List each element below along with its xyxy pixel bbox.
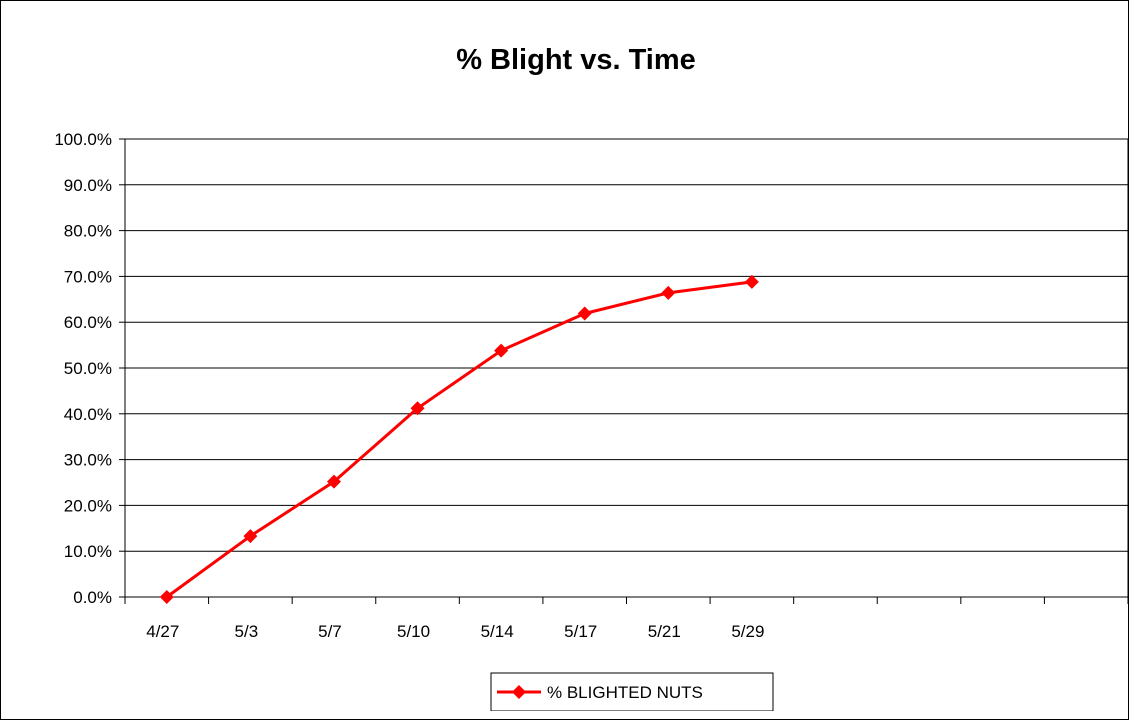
y-tick-label: 30.0% [64,451,112,470]
chart-title: % Blight vs. Time [456,44,696,76]
x-tick-label: 5/29 [731,622,764,641]
legend-diamond-marker [512,685,526,699]
series-layer [159,274,759,604]
data-point-diamond [326,474,341,489]
x-tick-label: 4/27 [146,622,179,641]
data-point-diamond [494,343,509,358]
y-axis-tick-labels: 0.0% 10.0% 20.0% 30.0% 40.0% 50.0% 60.0% 70.0% 8… [54,130,112,607]
x-tick-label: 5/17 [564,622,597,641]
y-tick-label: 100.0% [54,130,112,149]
y-tick-label: 0.0% [73,588,112,607]
legend-label: % BLIGHTED NUTS [547,683,703,702]
y-tick-label: 40.0% [64,405,112,424]
x-axis-tick-labels: 4/27 5/3 5/7 5/10 5/14 5/17 5/21 5/29 [146,622,764,641]
x-tick-label: 5/10 [397,622,430,641]
y-tick-label: 10.0% [64,542,112,561]
legend: % BLIGHTED NUTS [490,672,774,711]
y-tick-label: 20.0% [64,496,112,515]
x-tick-label: 5/14 [481,622,514,641]
x-tick-label: 5/7 [318,622,342,641]
x-tick-label: 5/21 [648,622,681,641]
y-tick-label: 70.0% [64,267,112,286]
gridlines [125,138,1128,552]
data-point-diamond [410,401,425,416]
data-point-diamond [159,590,174,604]
y-tick-label: 90.0% [64,176,112,195]
data-point-diamond [243,529,258,544]
axes [119,138,1129,604]
data-point-diamond [661,285,676,300]
data-point-diamond [577,306,592,321]
y-tick-label: 80.0% [64,222,112,241]
x-tick-label: 5/3 [235,622,259,641]
y-tick-label: 50.0% [64,359,112,378]
y-tick-label: 60.0% [64,313,112,332]
data-point-diamond [744,274,759,289]
series-line [165,280,753,599]
